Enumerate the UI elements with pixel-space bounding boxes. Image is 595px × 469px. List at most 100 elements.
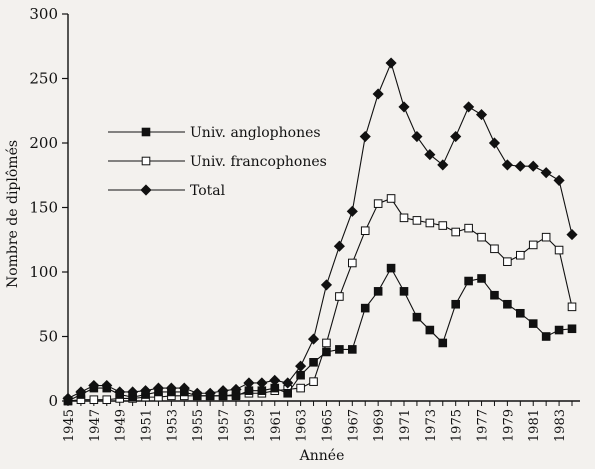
data-point <box>256 377 268 389</box>
data-point <box>464 276 473 286</box>
x-ticks: 1945 1947 1949 1951 1953 1955 1957 1959 1961 1963… <box>62 401 573 442</box>
data-point <box>553 174 565 186</box>
y-tick-label: 150 <box>29 199 58 217</box>
data-point <box>230 383 242 395</box>
x-tick-label: 1967 <box>346 409 361 442</box>
legend-marker <box>141 127 151 137</box>
data-point <box>75 386 87 398</box>
data-point <box>411 130 423 143</box>
data-point <box>282 377 294 389</box>
data-point <box>566 229 578 241</box>
x-tick-label: 1949 <box>114 409 129 442</box>
data-point <box>567 324 577 334</box>
data-point <box>540 167 552 179</box>
data-point <box>463 101 475 113</box>
data-point <box>477 232 486 242</box>
series-0 <box>63 263 577 406</box>
data-point <box>295 360 307 372</box>
data-point <box>348 345 357 354</box>
data-point <box>438 221 448 230</box>
data-point <box>386 263 396 273</box>
y-ticks: 0 50 100 150 200 250 300 <box>29 5 68 410</box>
series-1 <box>63 194 577 406</box>
data-point <box>398 101 410 113</box>
y-tick-label: 250 <box>29 70 58 88</box>
data-point <box>475 109 488 121</box>
data-point <box>373 287 383 296</box>
data-point <box>283 388 292 398</box>
data-point <box>516 250 525 260</box>
data-point <box>438 338 448 348</box>
y-tick-label: 100 <box>29 263 58 281</box>
data-point <box>296 370 305 380</box>
data-point <box>322 347 331 357</box>
data-point <box>437 159 449 171</box>
x-tick-label: 1959 <box>243 409 258 442</box>
data-point <box>178 382 190 394</box>
legend-label: Total <box>190 183 226 199</box>
data-point <box>62 392 74 404</box>
y-tick-label: 300 <box>29 5 58 23</box>
data-point <box>399 287 409 296</box>
x-tick-label: 1955 <box>191 409 206 442</box>
data-point <box>372 88 384 100</box>
data-point <box>88 379 100 392</box>
data-point <box>139 385 152 397</box>
data-point <box>360 303 370 313</box>
data-point <box>102 395 112 405</box>
x-tick-label: 1953 <box>165 409 180 442</box>
data-point <box>425 218 435 228</box>
data-point <box>399 213 409 223</box>
data-point <box>346 205 358 217</box>
x-tick-label: 1947 <box>88 409 103 442</box>
data-point <box>424 149 436 161</box>
data-point <box>490 290 499 300</box>
data-point <box>516 308 525 318</box>
data-point <box>527 160 539 172</box>
legend-marker <box>140 184 152 196</box>
data-point <box>309 377 318 386</box>
legend: Univ. anglophones Univ. francophones Total <box>108 125 327 199</box>
x-tick-label: 1977 <box>476 409 491 442</box>
data-point <box>101 379 113 392</box>
data-point <box>335 345 344 354</box>
data-point <box>333 240 345 252</box>
data-point <box>114 386 126 398</box>
data-point <box>89 395 99 405</box>
x-tick-label: 1965 <box>320 409 335 442</box>
x-axis-label: Année <box>299 448 345 464</box>
data-point <box>385 57 397 69</box>
data-point <box>204 387 216 399</box>
data-point <box>322 338 331 348</box>
x-tick-label: 1971 <box>398 409 413 442</box>
data-point <box>528 240 538 250</box>
x-tick-label: 1973 <box>424 409 439 442</box>
x-tick-label: 1983 <box>553 409 568 442</box>
data-point <box>567 302 577 312</box>
x-tick-label: 1951 <box>140 409 155 442</box>
data-point <box>127 386 139 398</box>
data-point <box>528 319 538 328</box>
data-point <box>464 223 473 233</box>
data-point <box>243 377 255 389</box>
data-point <box>450 130 462 143</box>
data-point <box>503 257 512 266</box>
data-point <box>152 382 165 394</box>
data-point <box>373 199 383 208</box>
data-point <box>541 232 551 242</box>
data-point <box>191 387 203 399</box>
x-tick-label: 1979 <box>501 409 516 442</box>
x-tick-label: 1969 <box>372 409 387 442</box>
data-point <box>359 130 371 143</box>
data-point <box>412 312 422 322</box>
data-point <box>335 292 344 301</box>
legend-label: Univ. francophones <box>190 154 327 170</box>
data-point <box>477 274 486 283</box>
data-point <box>514 160 526 172</box>
data-point <box>488 137 501 149</box>
y-tick-label: 0 <box>48 392 58 410</box>
series-line <box>67 266 573 402</box>
data-point <box>451 299 460 309</box>
